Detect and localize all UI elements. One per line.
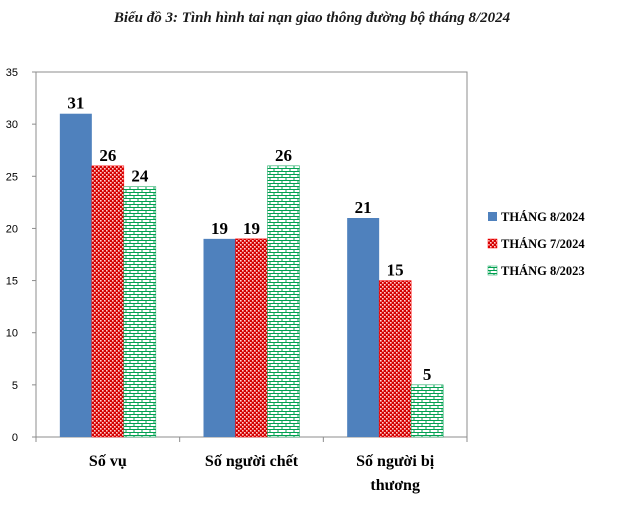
category-label: Số người chết: [205, 453, 299, 470]
y-tick-label: 35: [6, 67, 18, 79]
legend-label: THÁNG 8/2024: [501, 210, 585, 224]
bar: [410, 384, 444, 438]
data-label: 26: [275, 146, 292, 165]
data-label: 26: [99, 146, 116, 165]
legend-swatch: [487, 265, 498, 276]
data-label: 15: [387, 261, 404, 280]
data-label: 24: [131, 167, 149, 186]
legend-swatch: [487, 238, 498, 249]
legend: THÁNG 8/2024 THÁNG 7/2024 THÁNG 8/2023: [487, 210, 585, 278]
bar: [347, 218, 380, 437]
bar: [378, 280, 412, 438]
category-label: Số người bị thương: [356, 453, 435, 494]
legend-label: THÁNG 8/2023: [501, 264, 585, 278]
bar: [59, 113, 92, 437]
y-tick-label: 30: [6, 119, 18, 131]
bar: [267, 165, 300, 438]
y-tick-label: 10: [6, 328, 18, 340]
y-tick-label: 0: [12, 432, 18, 444]
data-label: 31: [67, 94, 84, 113]
chart-title: Biểu đồ 3: Tình hình tai nạn giao thông …: [113, 10, 511, 26]
data-label: 5: [423, 365, 432, 384]
bar: [203, 238, 236, 437]
legend-label: THÁNG 7/2024: [501, 237, 585, 251]
y-tick-label: 20: [6, 223, 18, 235]
labels: 31 26 24 Số vụ 19 19 26 Số người chết 21 15 5 Số ng…: [67, 94, 434, 494]
data-label: 19: [211, 219, 228, 238]
data-label: 19: [243, 219, 260, 238]
y-tick-label: 15: [6, 276, 18, 288]
y-tick-label: 5: [12, 380, 18, 392]
axes: 0 5 10 15 20 25 30 35: [6, 67, 468, 444]
bar: [235, 238, 268, 438]
legend-swatch: [488, 212, 497, 221]
category-label: Số vụ: [89, 453, 127, 470]
y-tick-label: 25: [6, 171, 18, 183]
bar: [123, 186, 157, 438]
bars: [59, 113, 444, 438]
bar: [91, 165, 125, 438]
data-label: 21: [355, 198, 372, 217]
